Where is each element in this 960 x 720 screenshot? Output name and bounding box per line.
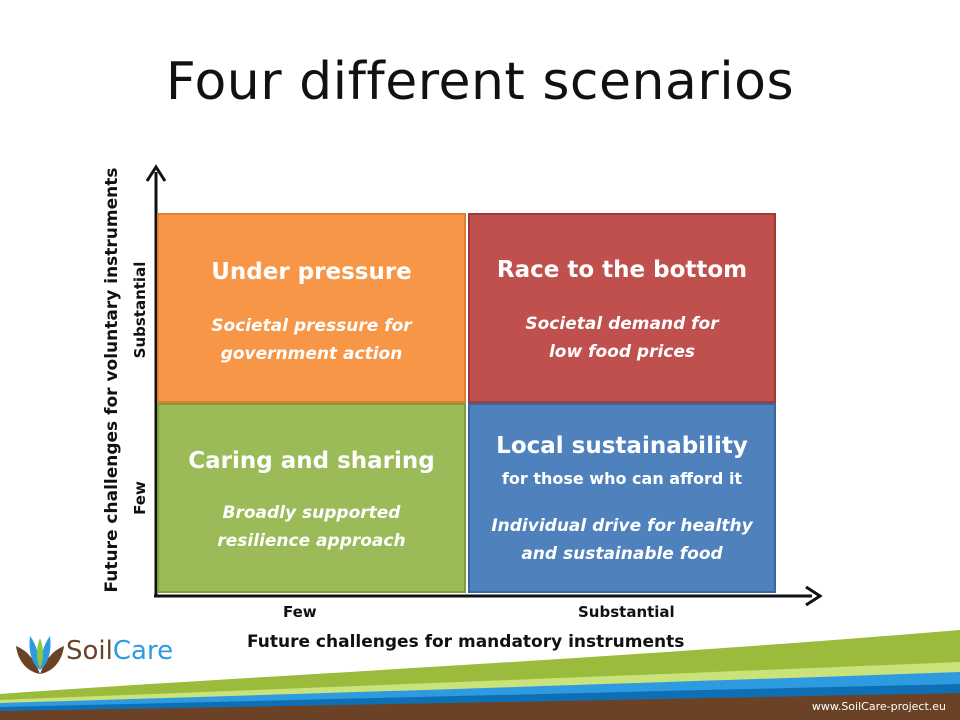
- quadrant-desc-line2: low food prices: [548, 342, 696, 362]
- logo-text-care: Care: [112, 636, 174, 666]
- quadrant-local-sustainability: Local sustainability for those who can a…: [468, 403, 776, 593]
- quadrant-title: Local sustainability: [496, 433, 748, 459]
- quadrant-under-pressure: Under pressure Societal pressure for gov…: [157, 213, 466, 403]
- x-tick-low: Few: [283, 603, 317, 621]
- x-axis-title: Future challenges for mandatory instrume…: [247, 632, 685, 652]
- quadrant-subtitle: for those who can afford it: [501, 469, 743, 488]
- quadrant-title: Under pressure: [211, 259, 412, 285]
- quadrant-desc-line1: Individual drive for healthy: [491, 516, 753, 536]
- quadrant-desc-line2: and sustainable food: [521, 544, 723, 564]
- x-tick-high: Substantial: [578, 603, 675, 621]
- quadrant-desc-line1: Societal demand for: [525, 314, 719, 334]
- quadrant-title: Race to the bottom: [496, 257, 748, 283]
- logo-text-soil: Soil: [66, 636, 113, 666]
- quadrant-desc-line2: government action: [220, 344, 403, 364]
- quadrant-title: Caring and sharing: [188, 448, 435, 474]
- quadrant-caring-and-sharing: Caring and sharing Broadly supported res…: [157, 403, 466, 593]
- quadrant-desc-line2: resilience approach: [217, 531, 406, 551]
- slide-title: Four different scenarios: [165, 52, 795, 112]
- soilcare-logo-text: SoilCare: [66, 636, 173, 666]
- soilcare-logo-icon: [16, 636, 64, 674]
- quadrant-desc-line1: Broadly supported: [222, 503, 401, 523]
- quadrant-desc-line1: Societal pressure for: [211, 316, 412, 336]
- website-url: www.SoilCare-project.eu: [811, 700, 946, 713]
- quadrant-race-to-the-bottom: Race to the bottom Societal demand for l…: [468, 213, 776, 403]
